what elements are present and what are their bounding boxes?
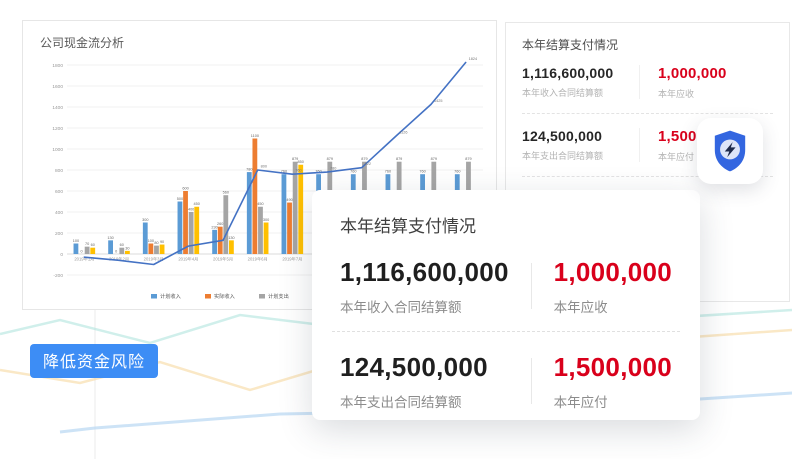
svg-text:879: 879	[465, 157, 471, 161]
svg-text:879: 879	[361, 157, 367, 161]
panel-row-income: 1,116,600,000 本年收入合同结算额 1,000,000 本年应收	[522, 65, 773, 100]
svg-text:1824: 1824	[469, 57, 477, 61]
svg-text:260: 260	[217, 222, 223, 226]
svg-text:计划支出: 计划支出	[268, 292, 289, 300]
settlement-panel-title: 本年结算支付情况	[522, 38, 619, 52]
payable-label: 本年应付	[658, 152, 695, 162]
svg-text:490: 490	[286, 198, 292, 202]
svg-text:2019年3月: 2019年3月	[144, 256, 164, 263]
popup-income-settlement-label: 本年收入合同结算额	[340, 299, 462, 315]
divider	[332, 331, 680, 332]
svg-text:2019年6月: 2019年6月	[248, 256, 268, 263]
svg-text:780: 780	[330, 167, 336, 171]
svg-text:1000: 1000	[52, 147, 63, 153]
svg-text:200: 200	[55, 231, 63, 237]
svg-text:1200: 1200	[52, 126, 63, 132]
income-settlement-label: 本年收入合同结算额	[522, 88, 604, 98]
expense-settlement-value: 124,500,000	[522, 128, 603, 144]
svg-text:1800: 1800	[52, 63, 63, 69]
svg-text:800: 800	[55, 168, 63, 174]
security-shield-card[interactable]	[697, 118, 763, 184]
svg-text:100: 100	[73, 239, 79, 243]
svg-text:850: 850	[298, 160, 304, 164]
popup-expense-settlement-value: 124,500,000	[340, 351, 488, 382]
svg-text:760: 760	[295, 169, 301, 173]
svg-text:2019年5月: 2019年5月	[213, 256, 233, 263]
income-settlement-value: 1,116,600,000	[522, 65, 614, 81]
svg-text:0: 0	[60, 252, 63, 258]
svg-text:60: 60	[91, 243, 95, 247]
svg-text:1100: 1100	[251, 134, 259, 138]
receivable-label: 本年应收	[658, 89, 695, 99]
svg-text:1400: 1400	[52, 105, 63, 111]
svg-text:2019年7月: 2019年7月	[282, 256, 302, 263]
svg-text:879: 879	[327, 157, 333, 161]
svg-text:400: 400	[55, 210, 63, 216]
chart-title: 公司现金流分析	[40, 36, 125, 50]
svg-text:130: 130	[107, 236, 113, 240]
svg-text:760: 760	[350, 170, 356, 174]
receivable-value: 1,000,000	[658, 65, 727, 82]
svg-text:30: 30	[125, 246, 129, 250]
svg-text:822: 822	[365, 162, 371, 166]
popup-row-income: 1,116,600,000 本年收入合同结算额 1,000,000 本年应收	[312, 257, 700, 315]
svg-text:实际收入: 实际收入	[214, 292, 235, 300]
svg-text:879: 879	[292, 157, 298, 161]
svg-text:560: 560	[223, 191, 229, 195]
svg-text:2019年2月: 2019年2月	[109, 256, 129, 263]
expense-settlement-label: 本年支出合同结算额	[522, 151, 604, 161]
svg-text:70: 70	[85, 242, 89, 246]
popup-receivable-value: 1,000,000	[553, 256, 672, 287]
cashflow-chart-card: 公司现金流分析 -200 0 200 400 600 800 1000 1200 1400 160…	[22, 20, 497, 310]
svg-text:230: 230	[211, 225, 217, 229]
popup-payable-label: 本年应付	[553, 394, 608, 410]
svg-text:760: 760	[419, 170, 425, 174]
svg-text:80: 80	[154, 241, 158, 245]
svg-text:450: 450	[257, 202, 263, 206]
svg-text:780: 780	[246, 168, 252, 172]
popup-title: 本年结算支付情况	[340, 217, 476, 236]
popup-row-expense: 124,500,000 本年支出合同结算额 1,500,000 本年应付	[312, 352, 700, 410]
svg-text:500: 500	[177, 197, 183, 201]
divider	[530, 263, 532, 309]
svg-text:100: 100	[148, 239, 154, 243]
svg-text:1600: 1600	[52, 84, 63, 90]
svg-text:760: 760	[315, 170, 321, 174]
svg-text:600: 600	[182, 186, 188, 190]
svg-text:400: 400	[188, 207, 194, 211]
settlement-popup-card: 本年结算支付情况 1,116,600,000 本年收入合同结算额 1,000,0…	[312, 190, 700, 420]
svg-text:1425: 1425	[434, 99, 442, 103]
svg-text:2019年4月: 2019年4月	[178, 256, 198, 263]
shield-lightning-icon	[714, 130, 746, 172]
popup-receivable-label: 本年应收	[553, 299, 608, 315]
svg-text:130: 130	[228, 236, 234, 240]
svg-text:0: 0	[115, 249, 117, 253]
svg-text:60: 60	[120, 243, 124, 247]
svg-text:760: 760	[454, 170, 460, 174]
svg-text:90: 90	[160, 240, 164, 244]
divider	[522, 113, 773, 114]
popup-expense-settlement-label: 本年支出合同结算额	[340, 394, 462, 410]
svg-text:760: 760	[385, 170, 391, 174]
svg-text:879: 879	[431, 157, 437, 161]
svg-text:300: 300	[142, 218, 148, 222]
divider	[530, 358, 532, 404]
svg-text:879: 879	[396, 157, 402, 161]
popup-payable-value: 1,500,000	[553, 351, 672, 382]
popup-income-settlement-value: 1,116,600,000	[340, 256, 509, 287]
reduce-risk-badge[interactable]: 降低资金风险	[30, 344, 159, 378]
svg-text:计划收入: 计划收入	[160, 292, 181, 300]
svg-text:800: 800	[261, 165, 267, 169]
svg-text:450: 450	[194, 202, 200, 206]
svg-text:-200: -200	[53, 273, 63, 279]
svg-text:760: 760	[281, 170, 287, 174]
svg-text:300: 300	[263, 218, 269, 222]
svg-text:600: 600	[55, 189, 63, 195]
svg-text:0: 0	[80, 249, 82, 253]
svg-text:1126: 1126	[399, 130, 407, 134]
svg-text:2019年1月: 2019年1月	[74, 256, 94, 263]
divider	[522, 176, 773, 177]
